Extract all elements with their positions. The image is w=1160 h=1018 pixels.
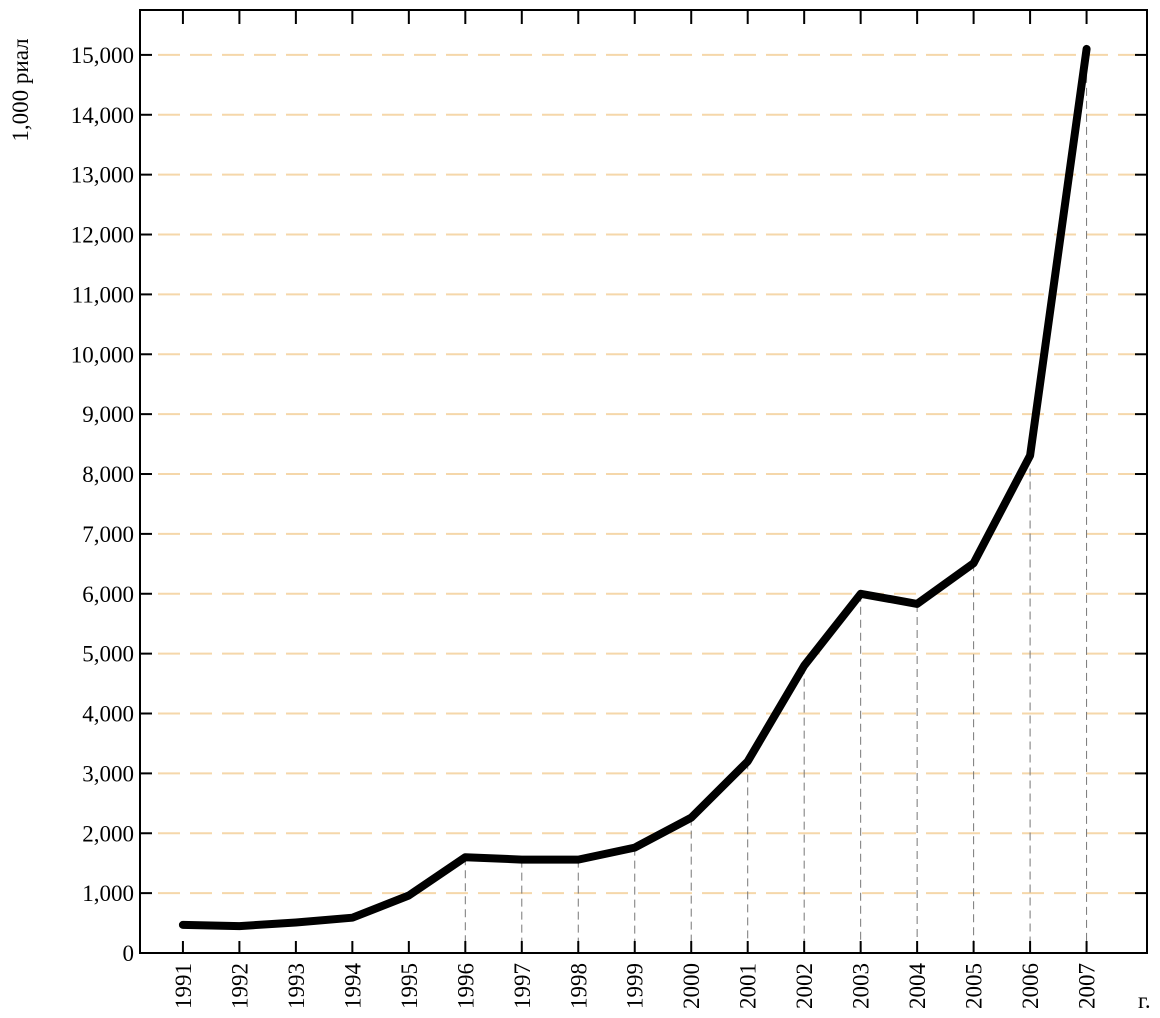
y-tick-label: 11,000 xyxy=(72,282,134,307)
y-tick-label: 7,000 xyxy=(82,522,134,547)
y-tick-label: 2,000 xyxy=(82,821,134,846)
x-tick-label: 2005 xyxy=(962,963,987,1009)
x-tick-label: 2006 xyxy=(1018,963,1043,1009)
y-tick-label: 4,000 xyxy=(82,702,134,727)
x-tick-label: 2002 xyxy=(792,963,817,1009)
x-tick-label: 2003 xyxy=(849,963,874,1009)
x-tick-label: 1999 xyxy=(623,963,648,1009)
y-tick-label: 14,000 xyxy=(71,103,134,128)
x-tick-label: 2001 xyxy=(736,963,761,1009)
x-tick-label: 1992 xyxy=(227,963,252,1009)
x-tick-label: 2007 xyxy=(1075,963,1100,1009)
y-tick-label: 8,000 xyxy=(82,462,134,487)
y-tick-label: 9,000 xyxy=(82,402,134,427)
y-tick-label: 10,000 xyxy=(71,342,134,367)
y-tick-label: 1,000 xyxy=(82,881,134,906)
series-line xyxy=(178,44,1091,931)
y-tick-label: 6,000 xyxy=(82,582,134,607)
y-tick-label: 12,000 xyxy=(71,223,134,248)
y-tick-label: 15,000 xyxy=(71,43,134,68)
y-axis: 0 1,000 2,000 3,000 4,000 5,000 6,000 7,000 8,00… xyxy=(71,43,1147,966)
x-axis-label: г. xyxy=(1138,988,1151,1013)
y-tick-label: 13,000 xyxy=(71,163,134,188)
drop-lines xyxy=(464,48,1088,953)
y-tick-label: 3,000 xyxy=(82,761,134,786)
x-tick-label: 2000 xyxy=(679,963,704,1009)
y-tick-label: 0 xyxy=(123,941,135,966)
x-tick-label: 1997 xyxy=(510,963,535,1009)
x-axis: 1991 1992 1993 1994 1995 1996 1997 1998 1999 2000… xyxy=(171,10,1100,1009)
x-tick-label: 1996 xyxy=(453,963,478,1009)
x-tick-label: 1994 xyxy=(340,963,365,1010)
x-tick-label: 1993 xyxy=(284,963,309,1009)
plot-frame xyxy=(139,9,1148,954)
x-tick-label: 1998 xyxy=(566,963,591,1009)
gridlines xyxy=(158,53,1139,895)
y-axis-label: 1,000 риал xyxy=(8,38,33,141)
x-tick-label: 1995 xyxy=(397,963,422,1009)
x-tick-label: 1991 xyxy=(171,963,196,1009)
x-tick-label: 2004 xyxy=(905,963,930,1010)
y-tick-label: 5,000 xyxy=(82,642,134,667)
